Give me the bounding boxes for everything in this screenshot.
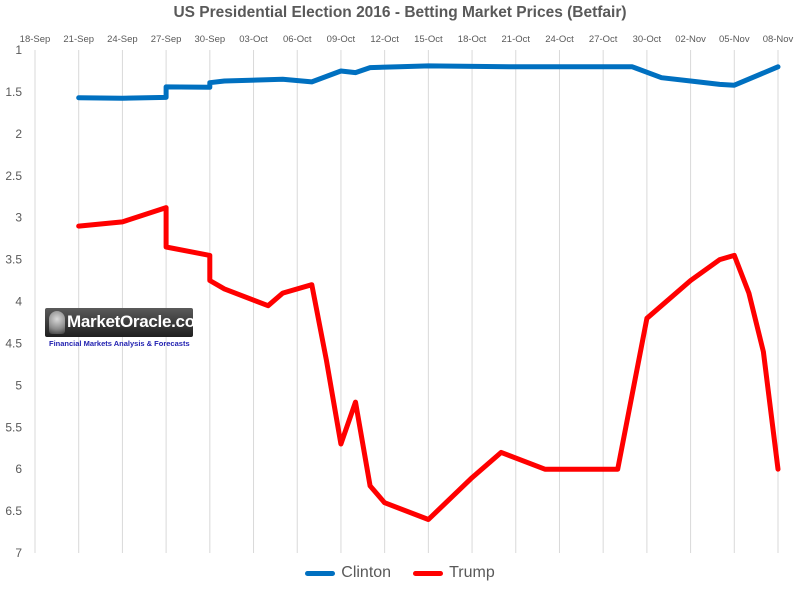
y-tick-label: 6.5 — [5, 504, 22, 518]
logo-text: MarketOracle.co.uk — [67, 312, 219, 331]
y-tick-label: 2 — [15, 127, 22, 141]
legend-label-clinton: Clinton — [341, 564, 392, 581]
legend-item-trump: Trump — [413, 564, 495, 582]
legend-swatch-clinton — [305, 570, 336, 576]
x-tick-label: 09-Oct — [327, 34, 356, 45]
y-tick-label: 5.5 — [5, 420, 22, 434]
chart-legend: Clinton Trump — [0, 564, 800, 582]
y-tick-label: 3 — [15, 211, 22, 225]
y-tick-label: 1 — [15, 43, 22, 57]
y-tick-label: 4.5 — [5, 336, 22, 350]
x-tick-label: 08-Nov — [763, 34, 794, 45]
marketoracle-logo: MarketOracle.co.uk Financial Markets Ana… — [45, 308, 219, 348]
legend-label-trump: Trump — [449, 564, 495, 581]
x-tick-label: 27-Oct — [589, 34, 618, 45]
y-tick-label: 2.5 — [5, 169, 22, 183]
chart-title: US Presidential Election 2016 - Betting … — [173, 4, 627, 21]
x-tick-label: 21-Oct — [502, 34, 531, 45]
x-tick-label: 15-Oct — [414, 34, 443, 45]
legend-item-clinton: Clinton — [305, 564, 391, 582]
y-tick-label: 7 — [15, 546, 22, 560]
x-tick-label: 18-Oct — [458, 34, 487, 45]
y-tick-label: 1.5 — [5, 85, 22, 99]
series-line-trump — [76, 205, 781, 522]
x-tick-label: 12-Oct — [370, 34, 399, 45]
y-tick-label: 4 — [15, 295, 22, 309]
logo-tagline: Financial Markets Analysis & Forecasts — [49, 339, 190, 348]
x-tick-label: 06-Oct — [283, 34, 312, 45]
x-tick-label: 24-Sep — [107, 34, 138, 45]
series-line-clinton — [76, 63, 781, 101]
x-tick-label: 18-Sep — [20, 34, 51, 45]
x-tick-label: 24-Oct — [545, 34, 574, 45]
oracle-bust-icon — [49, 311, 65, 334]
x-tick-label: 02-Nov — [675, 34, 706, 45]
x-tick-label: 30-Sep — [195, 34, 226, 45]
y-tick-label: 5 — [15, 378, 22, 392]
y-tick-label: 3.5 — [5, 253, 22, 267]
legend-swatch-trump — [413, 570, 444, 576]
x-tick-label: 21-Sep — [63, 34, 94, 45]
logo-banner: MarketOracle.co.uk — [45, 308, 219, 337]
x-tick-label: 27-Sep — [151, 34, 182, 45]
x-tick-label: 03-Oct — [239, 34, 268, 45]
y-tick-label: 6 — [15, 462, 22, 476]
x-tick-label: 05-Nov — [719, 34, 750, 45]
x-tick-label: 30-Oct — [633, 34, 662, 45]
